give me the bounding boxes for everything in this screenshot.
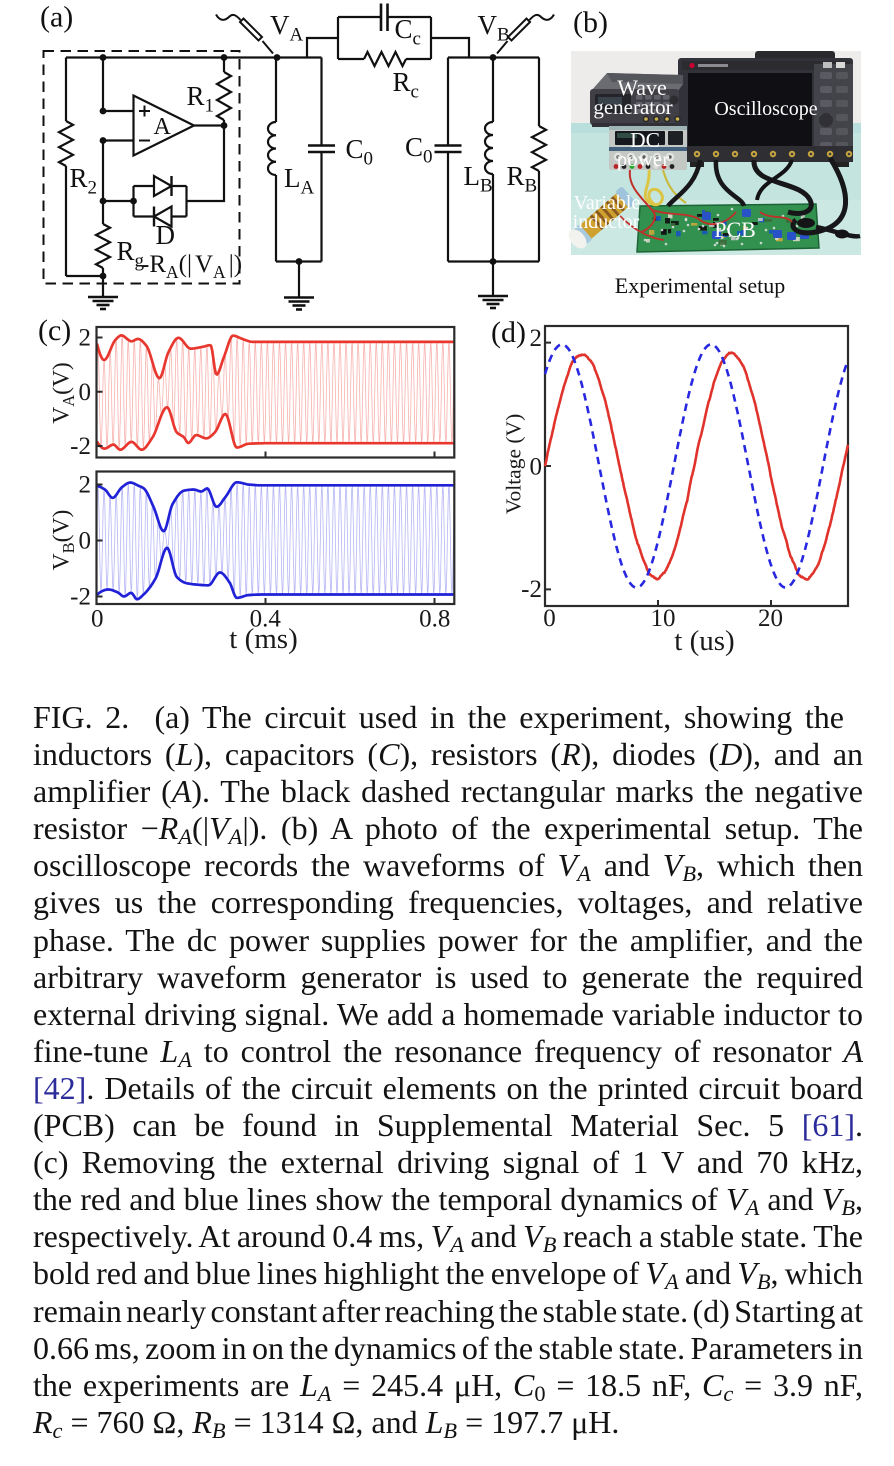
svg-text:0: 0 xyxy=(91,606,104,633)
svg-text:C0: C0 xyxy=(405,132,433,168)
svg-text:Experimental setup: Experimental setup xyxy=(615,273,785,298)
svg-text:(a): (a) xyxy=(40,1,73,34)
svg-text:VB: VB xyxy=(478,10,510,46)
svg-text:2: 2 xyxy=(79,325,92,352)
svg-text:Wave: Wave xyxy=(617,75,667,100)
svg-text:0.8: 0.8 xyxy=(419,606,450,633)
svg-text:-RA(|VA|): -RA(| VA |) xyxy=(141,251,242,282)
svg-text:Voltage (V): Voltage (V) xyxy=(502,414,526,515)
svg-text:Rc: Rc xyxy=(393,67,419,103)
svg-text:D: D xyxy=(156,220,176,250)
svg-text:LA: LA xyxy=(284,163,315,199)
svg-text:20: 20 xyxy=(758,605,783,632)
svg-text:0: 0 xyxy=(530,454,543,481)
svg-text:(b): (b) xyxy=(573,6,608,39)
svg-text:LB: LB xyxy=(464,161,493,197)
svg-text:R1: R1 xyxy=(187,81,215,117)
svg-text:-2: -2 xyxy=(70,433,91,460)
svg-text:t (ms): t (ms) xyxy=(229,623,297,655)
svg-text:10: 10 xyxy=(651,605,676,632)
svg-text:inductor: inductor xyxy=(573,211,640,233)
svg-text:-2: -2 xyxy=(521,576,542,603)
svg-text:generator: generator xyxy=(593,95,672,119)
svg-text:t (us): t (us) xyxy=(674,625,734,657)
svg-text:PCB: PCB xyxy=(714,217,756,242)
svg-text:Oscilloscope: Oscilloscope xyxy=(714,98,817,120)
svg-text:VB(V): VB(V) xyxy=(49,510,79,571)
svg-text:power: power xyxy=(617,147,669,171)
svg-text:(c): (c) xyxy=(38,314,71,347)
svg-text:R2: R2 xyxy=(70,163,98,199)
svg-text:2: 2 xyxy=(79,472,92,499)
svg-text:0.4: 0.4 xyxy=(250,606,282,633)
svg-text:VA(V): VA(V) xyxy=(49,362,79,424)
svg-text:Cc: Cc xyxy=(395,14,421,50)
svg-text:(d): (d) xyxy=(491,316,526,349)
svg-text:VA: VA xyxy=(270,10,304,46)
svg-text:0: 0 xyxy=(79,379,92,406)
svg-text:0: 0 xyxy=(543,605,556,632)
svg-text:2: 2 xyxy=(530,325,543,352)
svg-text:0: 0 xyxy=(79,528,92,555)
svg-text:C0: C0 xyxy=(346,134,374,170)
svg-text:A: A xyxy=(154,114,172,140)
svg-text:-2: -2 xyxy=(70,584,91,611)
svg-text:Variable: Variable xyxy=(574,192,641,214)
svg-text:DC: DC xyxy=(630,128,660,152)
